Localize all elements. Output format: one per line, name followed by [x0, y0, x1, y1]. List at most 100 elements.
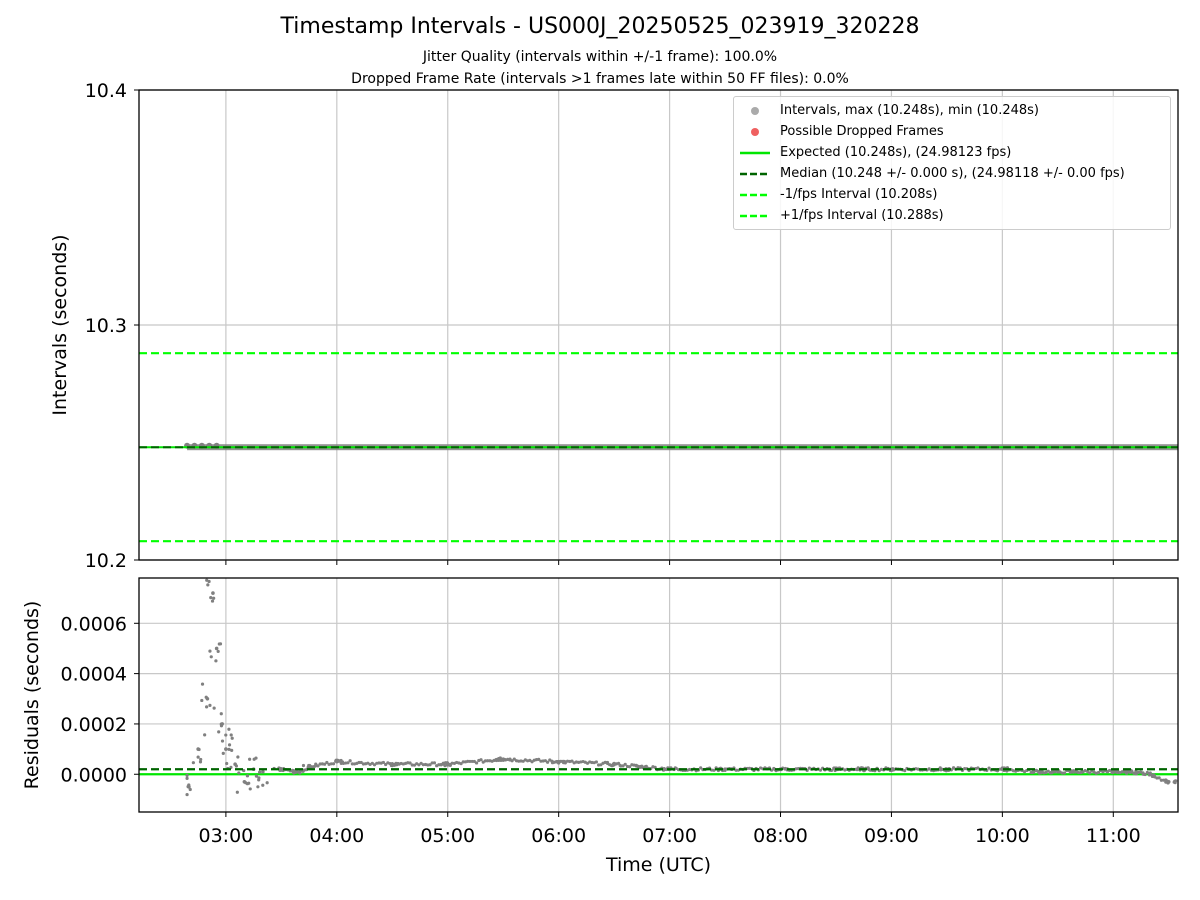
- x-tick-label: 05:00: [420, 825, 475, 847]
- legend-label: Median (10.248 +/- 0.000 s), (24.98118 +…: [780, 166, 1125, 181]
- legend-item: Possible Dropped Frames: [734, 122, 1170, 142]
- residual-point: [210, 599, 215, 603]
- residual-point: [486, 759, 490, 763]
- residual-point: [384, 762, 388, 767]
- residual-point: [866, 766, 870, 770]
- residual-point: [772, 766, 776, 771]
- residual-point: [258, 770, 262, 774]
- residual-point: [185, 776, 189, 780]
- residual-point: [205, 696, 210, 701]
- legend-label: +1/fps Interval (10.288s): [780, 208, 944, 223]
- residual-point: [437, 763, 441, 767]
- legend-item: +1/fps Interval (10.288s): [734, 206, 1170, 226]
- residual-point: [346, 761, 350, 765]
- legend-swatch: [751, 128, 759, 136]
- residual-point: [699, 766, 703, 770]
- residual-point: [1048, 771, 1053, 775]
- residual-point: [245, 774, 250, 778]
- residual-point: [221, 751, 225, 755]
- residual-point: [1164, 778, 1168, 782]
- residuals-y-tick-label: 0.0000: [61, 764, 127, 786]
- residuals-plot-background: [139, 578, 1178, 812]
- residual-point: [510, 759, 514, 763]
- residual-point: [252, 757, 256, 761]
- residual-point: [227, 747, 231, 751]
- residual-point: [261, 783, 265, 787]
- residual-point: [640, 764, 644, 768]
- x-tick-label: 10:00: [975, 825, 1030, 847]
- residual-point: [227, 727, 231, 731]
- residual-point: [220, 739, 225, 743]
- residual-point: [616, 761, 621, 765]
- residual-point: [245, 782, 250, 786]
- legend-item: Intervals, max (10.248s), min (10.248s): [734, 101, 1170, 121]
- residual-point: [545, 760, 550, 764]
- residual-point: [301, 763, 306, 768]
- residual-point: [903, 768, 907, 773]
- residual-point: [408, 761, 412, 765]
- residual-point: [230, 748, 234, 753]
- x-axis-label: Time (UTC): [605, 854, 711, 876]
- x-tick-label: 09:00: [864, 825, 919, 847]
- residual-point: [214, 646, 219, 651]
- residual-point: [381, 760, 386, 765]
- residual-point: [388, 761, 392, 766]
- residual-point: [734, 768, 738, 772]
- residual-point: [205, 705, 209, 709]
- legend-swatch: [740, 151, 770, 155]
- residual-point: [644, 764, 648, 769]
- residual-point: [229, 733, 233, 737]
- residual-point: [1143, 772, 1147, 777]
- residual-point: [461, 760, 465, 764]
- residual-point: [1130, 769, 1134, 773]
- residual-point: [206, 583, 210, 587]
- residual-point: [468, 759, 472, 764]
- residual-point: [248, 757, 252, 761]
- legend-swatch: [740, 214, 770, 218]
- residual-point: [298, 771, 302, 775]
- residual-point: [203, 733, 207, 737]
- residual-point: [497, 758, 501, 762]
- residuals-panel: 03:00 04:00 05:00 06:00 07:00 08:00 09:00 10:00…: [21, 577, 1179, 876]
- residual-point: [712, 768, 716, 772]
- residual-point: [348, 759, 352, 763]
- residual-point: [570, 759, 574, 763]
- residual-point: [323, 762, 327, 766]
- intervals-y-tick-label: 10.4: [85, 80, 127, 102]
- legend-swatch: [751, 107, 759, 115]
- residual-point: [605, 760, 610, 765]
- residual-point: [187, 785, 191, 789]
- legend: Intervals, max (10.248s), min (10.248s) P…: [733, 96, 1171, 230]
- residual-point: [205, 578, 209, 582]
- residual-point: [512, 757, 516, 761]
- residual-point: [212, 706, 216, 710]
- residual-point: [359, 760, 363, 765]
- residual-point: [537, 757, 541, 762]
- x-tick-label: 11:00: [1086, 825, 1141, 847]
- residuals-y-tick-label: 0.0002: [61, 714, 127, 736]
- residual-point: [1037, 771, 1041, 775]
- residual-point: [191, 761, 195, 765]
- residual-point: [594, 760, 598, 764]
- dropped-subtitle: Dropped Frame Rate (intervals >1 frames …: [351, 71, 849, 87]
- residual-point: [219, 712, 223, 716]
- residuals-plot-frame: [138, 577, 1179, 813]
- residual-point: [987, 766, 991, 770]
- residual-point: [225, 761, 229, 766]
- residual-point: [236, 755, 240, 759]
- x-tick-label: 07:00: [642, 825, 697, 847]
- legend-label: Expected (10.248s), (24.98123 fps): [780, 145, 1012, 160]
- residual-point: [428, 763, 432, 767]
- residual-point: [498, 756, 502, 760]
- residual-point: [265, 781, 269, 785]
- legend-item: -1/fps Interval (10.208s): [734, 185, 1170, 205]
- residual-point: [818, 768, 823, 772]
- residual-point: [1172, 780, 1176, 784]
- residual-point: [563, 761, 567, 765]
- residual-point: [279, 768, 283, 772]
- residuals-y-tick-label: 0.0004: [61, 664, 127, 686]
- legend-swatch: [740, 193, 770, 197]
- residual-point: [242, 780, 247, 784]
- residual-point: [1076, 770, 1081, 775]
- residual-point: [1166, 781, 1170, 785]
